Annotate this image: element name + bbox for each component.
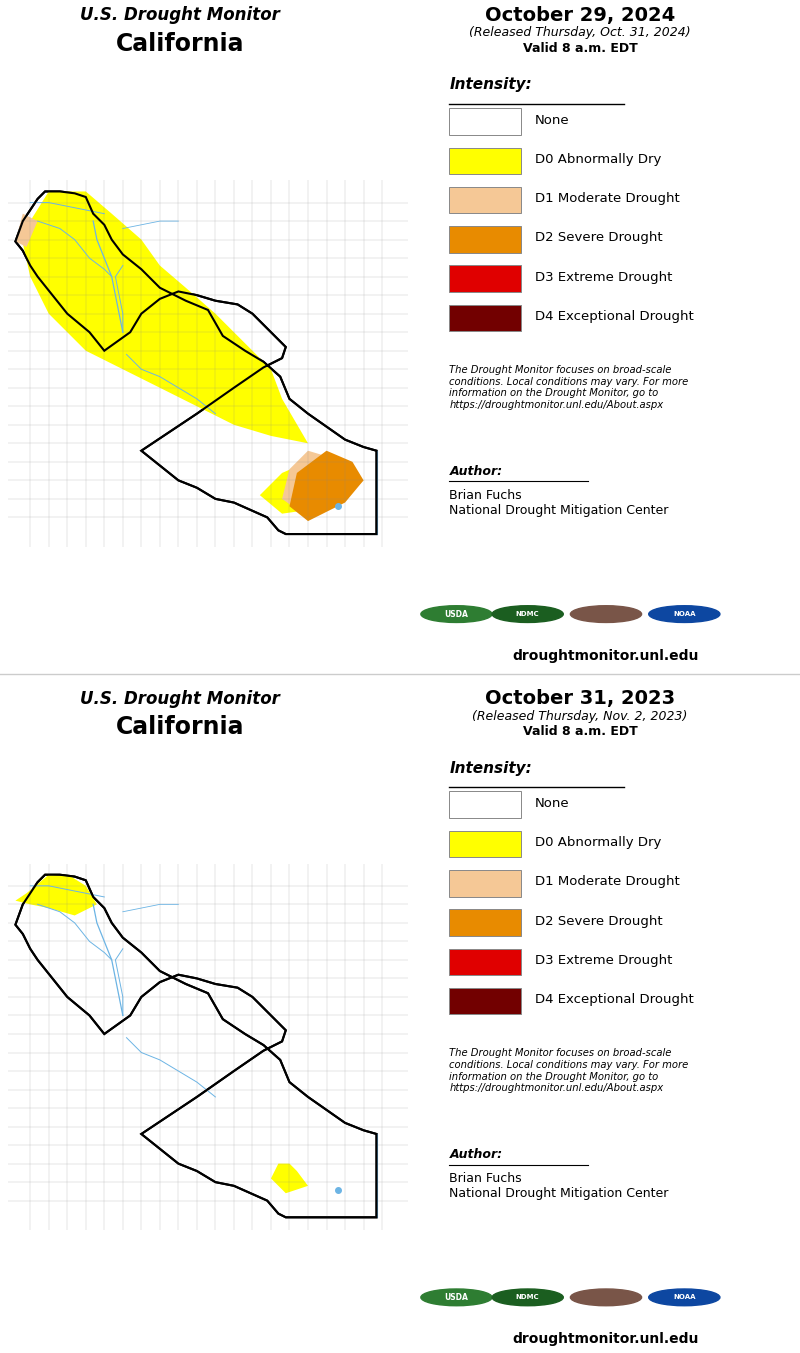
Text: Brian Fuchs
National Drought Mitigation Center: Brian Fuchs National Drought Mitigation …: [450, 488, 669, 517]
Text: The Drought Monitor focuses on broad-scale
conditions. Local conditions may vary: The Drought Monitor focuses on broad-sca…: [450, 1049, 689, 1093]
Text: D0 Abnormally Dry: D0 Abnormally Dry: [534, 836, 661, 850]
Text: U.S. Drought Monitor: U.S. Drought Monitor: [80, 7, 280, 24]
FancyBboxPatch shape: [450, 147, 521, 175]
Text: D0 Abnormally Dry: D0 Abnormally Dry: [534, 153, 661, 166]
Text: (Released Thursday, Oct. 31, 2024): (Released Thursday, Oct. 31, 2024): [469, 27, 691, 39]
Polygon shape: [271, 1164, 308, 1193]
FancyBboxPatch shape: [450, 792, 521, 819]
Text: USDA: USDA: [445, 1293, 469, 1302]
Polygon shape: [15, 192, 377, 534]
FancyBboxPatch shape: [450, 831, 521, 858]
Text: D4 Exceptional Drought: D4 Exceptional Drought: [534, 993, 694, 1007]
Circle shape: [492, 606, 563, 622]
Polygon shape: [15, 214, 38, 248]
Text: NOAA: NOAA: [673, 1295, 695, 1300]
Polygon shape: [260, 461, 345, 514]
Text: USDA: USDA: [445, 610, 469, 618]
Text: None: None: [534, 797, 570, 810]
Text: California: California: [116, 716, 244, 739]
Text: D2 Severe Drought: D2 Severe Drought: [534, 915, 662, 928]
Polygon shape: [15, 875, 377, 1218]
Text: NDMC: NDMC: [516, 612, 539, 617]
Text: Author:: Author:: [450, 1149, 502, 1161]
Text: droughtmonitor.unl.edu: droughtmonitor.unl.edu: [513, 649, 699, 663]
Circle shape: [649, 1289, 720, 1306]
Polygon shape: [290, 451, 363, 521]
FancyBboxPatch shape: [450, 226, 521, 253]
Text: D2 Severe Drought: D2 Severe Drought: [534, 231, 662, 245]
FancyBboxPatch shape: [450, 909, 521, 936]
Text: Intensity:: Intensity:: [450, 77, 532, 92]
Text: D1 Moderate Drought: D1 Moderate Drought: [534, 875, 679, 889]
Text: Valid 8 a.m. EDT: Valid 8 a.m. EDT: [522, 725, 638, 739]
FancyBboxPatch shape: [450, 187, 521, 214]
Text: D3 Extreme Drought: D3 Extreme Drought: [534, 954, 672, 967]
Text: D4 Exceptional Drought: D4 Exceptional Drought: [534, 310, 694, 323]
FancyBboxPatch shape: [450, 870, 521, 897]
Text: October 31, 2023: October 31, 2023: [485, 689, 675, 708]
Text: Author:: Author:: [450, 465, 502, 478]
Circle shape: [421, 606, 492, 622]
Text: U.S. Drought Monitor: U.S. Drought Monitor: [80, 690, 280, 708]
Text: The Drought Monitor focuses on broad-scale
conditions. Local conditions may vary: The Drought Monitor focuses on broad-sca…: [450, 365, 689, 410]
Text: droughtmonitor.unl.edu: droughtmonitor.unl.edu: [513, 1333, 699, 1346]
Circle shape: [570, 606, 642, 622]
Polygon shape: [282, 451, 363, 517]
Text: California: California: [116, 32, 244, 55]
Circle shape: [649, 606, 720, 622]
FancyBboxPatch shape: [450, 948, 521, 976]
FancyBboxPatch shape: [450, 988, 521, 1015]
FancyBboxPatch shape: [450, 304, 521, 331]
Text: (Released Thursday, Nov. 2, 2023): (Released Thursday, Nov. 2, 2023): [472, 710, 688, 723]
Text: D1 Moderate Drought: D1 Moderate Drought: [534, 192, 679, 206]
Text: NOAA: NOAA: [673, 612, 695, 617]
Polygon shape: [23, 192, 308, 444]
Text: October 29, 2024: October 29, 2024: [485, 5, 675, 24]
Text: NDMC: NDMC: [516, 1295, 539, 1300]
Text: D3 Extreme Drought: D3 Extreme Drought: [534, 271, 672, 284]
Circle shape: [421, 1289, 492, 1306]
FancyBboxPatch shape: [450, 108, 521, 135]
FancyBboxPatch shape: [450, 265, 521, 292]
Circle shape: [570, 1289, 642, 1306]
Text: Valid 8 a.m. EDT: Valid 8 a.m. EDT: [522, 42, 638, 55]
Text: Brian Fuchs
National Drought Mitigation Center: Brian Fuchs National Drought Mitigation …: [450, 1172, 669, 1200]
Circle shape: [492, 1289, 563, 1306]
Text: Intensity:: Intensity:: [450, 760, 532, 775]
Text: None: None: [534, 114, 570, 127]
Polygon shape: [15, 875, 97, 916]
